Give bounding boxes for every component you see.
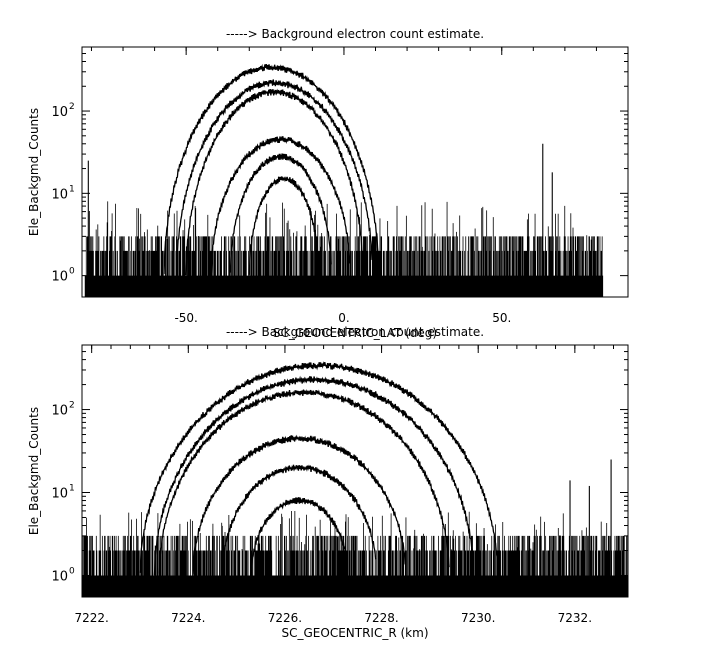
y-tick-exponent: 1 bbox=[69, 484, 75, 494]
x-tick-label: -50. bbox=[174, 311, 197, 325]
x-tick-label: 0. bbox=[338, 311, 349, 325]
plot-area bbox=[82, 361, 628, 597]
x-tick-label: 7224. bbox=[171, 611, 205, 625]
arc-series-6 bbox=[248, 176, 320, 275]
arc-series-2 bbox=[153, 375, 474, 576]
noise-series bbox=[84, 201, 604, 297]
x-tick-label: 7230. bbox=[461, 611, 495, 625]
chart-panel-2: -----> Background electron count estimat… bbox=[27, 325, 629, 640]
noise-series bbox=[82, 510, 628, 597]
x-tick-label: 7232. bbox=[558, 611, 592, 625]
plot-frame bbox=[81, 46, 629, 298]
arc-series-6 bbox=[250, 497, 349, 576]
arc-series-3 bbox=[158, 388, 450, 574]
y-tick-label: 10 bbox=[51, 105, 68, 120]
chart-title: -----> Background electron count estimat… bbox=[226, 325, 484, 339]
y-tick-label: 10 bbox=[51, 187, 68, 202]
chart-title: -----> Background electron count estimat… bbox=[226, 27, 484, 41]
x-tick-label: 7222. bbox=[74, 611, 108, 625]
arc-series-5 bbox=[229, 153, 332, 273]
x-tick-label: 7228. bbox=[364, 611, 398, 625]
y-tick-exponent: 0 bbox=[69, 566, 75, 576]
arc-series-5 bbox=[221, 464, 377, 573]
arc-series-2 bbox=[176, 79, 373, 275]
y-tick-label: 10 bbox=[51, 270, 68, 285]
y-tick-exponent: 2 bbox=[69, 102, 75, 112]
x-tick-label: 7226. bbox=[268, 611, 302, 625]
y-tick-exponent: 1 bbox=[69, 184, 75, 194]
x-tick-label: 50. bbox=[492, 311, 511, 325]
y-tick-exponent: 2 bbox=[69, 401, 75, 411]
y-tick-label: 10 bbox=[51, 487, 68, 502]
x-axis-label: SC_GEOCENTRIC_LAT (deg) bbox=[273, 326, 437, 340]
y-tick-label: 10 bbox=[51, 404, 68, 419]
arc-series-3 bbox=[185, 88, 364, 276]
y-tick-exponent: 0 bbox=[69, 267, 75, 277]
arc-series-1 bbox=[163, 63, 379, 275]
arc-series-4 bbox=[210, 135, 351, 273]
plot-frame bbox=[81, 344, 629, 598]
plot-area bbox=[84, 63, 604, 297]
y-tick-label: 10 bbox=[51, 569, 68, 584]
x-axis-label: SC_GEOCENTRIC_R (km) bbox=[282, 626, 429, 640]
arc-series-4 bbox=[192, 434, 406, 575]
y-axis-label: Ele_Backgmd_Counts bbox=[27, 407, 41, 535]
y-axis-label: Ele_Backgmd_Counts bbox=[27, 108, 41, 236]
arc-series-1 bbox=[139, 361, 498, 573]
chart-panel-1: -----> Background electron count estimat… bbox=[27, 27, 629, 340]
